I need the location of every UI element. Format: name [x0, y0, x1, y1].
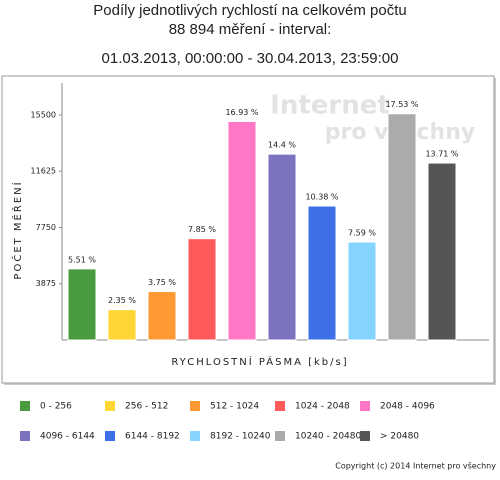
- bar: [307, 205, 337, 341]
- data-label: 14.4 %: [268, 141, 296, 150]
- chart-interval: 01.03.2013, 00:00:00 - 30.04.2013, 23:59…: [102, 50, 399, 67]
- legend-swatch: [190, 401, 200, 411]
- bar: [67, 268, 97, 341]
- watermark: Internet: [270, 91, 390, 121]
- legend-label: 1024 - 2048: [295, 402, 350, 412]
- data-label: 17.53 %: [385, 100, 418, 109]
- legend-label: 10240 - 20480: [295, 432, 362, 442]
- y-axis-label: POČET MĚŘENÍ: [11, 180, 24, 279]
- data-label: 2.35 %: [108, 296, 136, 305]
- data-label: 10.38 %: [305, 193, 338, 202]
- data-label: 16.93 %: [225, 108, 258, 117]
- legend-swatch: [360, 401, 370, 411]
- legend-label: 4096 - 6144: [40, 432, 95, 442]
- legend-label: 6144 - 8192: [125, 432, 180, 442]
- y-tick-label: 15500: [31, 110, 56, 119]
- x-axis-label: RYCHLOSTNÍ PÁSMA [kb/s]: [171, 355, 348, 368]
- legend-swatch: [20, 401, 30, 411]
- data-label: 5.51 %: [68, 255, 96, 264]
- bar: [227, 120, 257, 341]
- legend-label: 0 - 256: [40, 402, 72, 412]
- bar: [427, 162, 457, 341]
- legend-label: 256 - 512: [125, 402, 168, 412]
- legend-swatch: [105, 431, 115, 441]
- y-tick-label: 3875: [36, 279, 56, 288]
- bar: [347, 241, 377, 341]
- legend-label: 8192 - 10240: [210, 432, 271, 442]
- bar: [107, 309, 137, 341]
- bar: [387, 113, 417, 341]
- bar: [267, 153, 297, 341]
- data-label: 7.85 %: [188, 225, 216, 234]
- copyright: Copyright (c) 2014 Internet pro všechny: [335, 461, 496, 471]
- chart-subtitle: 88 894 měření - interval:: [169, 21, 332, 38]
- data-label: 7.59 %: [348, 229, 376, 238]
- legend-swatch: [190, 431, 200, 441]
- legend-swatch: [360, 431, 370, 441]
- y-tick-label: 7750: [36, 223, 56, 232]
- legend-swatch: [105, 401, 115, 411]
- legend-swatch: [275, 401, 285, 411]
- legend-swatch: [275, 431, 285, 441]
- bar: [187, 238, 217, 341]
- legend-label: 512 - 1024: [210, 402, 259, 412]
- data-label: 13.71 %: [425, 150, 458, 159]
- y-tick-label: 11625: [31, 167, 56, 176]
- legend-label: > 20480: [380, 432, 419, 442]
- data-label: 3.75 %: [148, 278, 176, 287]
- chart-title: Podíly jednotlivých rychlostí na celkové…: [93, 2, 406, 19]
- legend-swatch: [20, 431, 30, 441]
- bar: [147, 291, 177, 341]
- legend-label: 2048 - 4096: [380, 402, 435, 412]
